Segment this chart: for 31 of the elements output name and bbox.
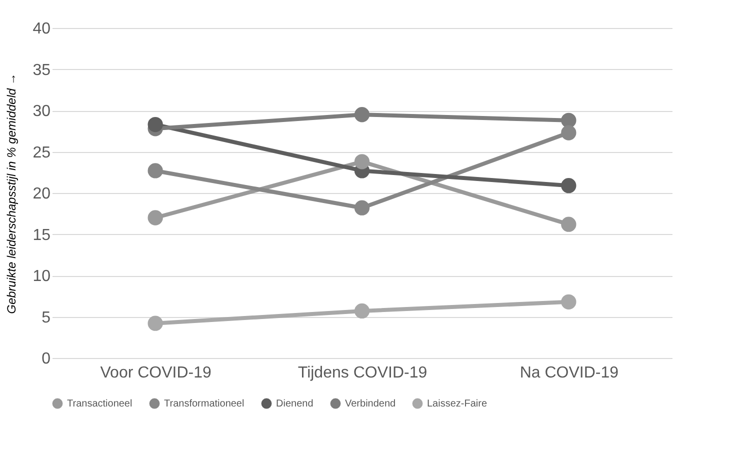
legend-label: Transformationeel	[164, 398, 244, 410]
x-tick-label: Voor COVID-19	[100, 364, 212, 382]
y-tick-label: 25	[32, 144, 51, 162]
point	[148, 316, 163, 331]
y-tick-label: 0	[42, 350, 51, 368]
point	[354, 154, 370, 170]
y-tick-label: 20	[32, 186, 51, 202]
y-tick-label: 5	[42, 309, 51, 326]
point	[354, 200, 370, 216]
y-tick-label: 40	[32, 20, 51, 38]
legend-label: Verbindend	[345, 398, 396, 410]
y-tick-label: 35	[32, 62, 51, 79]
y-tick-label: 10	[32, 268, 51, 285]
point	[561, 294, 576, 310]
point	[561, 112, 576, 128]
x-tick-label: Na COVID-19	[520, 364, 619, 382]
point	[561, 178, 576, 194]
point	[148, 163, 163, 178]
x-tick-label: Tijdens COVID-19	[298, 364, 428, 382]
y-axis-title: Gebruikte leiderschapsstijl in % gemiddeld →	[4, 73, 19, 314]
point	[561, 125, 576, 140]
legend-label: Laissez-Faire	[427, 398, 488, 410]
legend-label: Dienend	[276, 398, 314, 410]
y-tick-label: 15	[32, 226, 51, 244]
point	[561, 216, 576, 232]
legend-label: Transactioneel	[67, 398, 132, 410]
point	[354, 303, 370, 319]
point	[354, 107, 370, 122]
point	[148, 210, 163, 226]
point	[148, 116, 163, 132]
y-tick-label: 30	[32, 103, 51, 120]
